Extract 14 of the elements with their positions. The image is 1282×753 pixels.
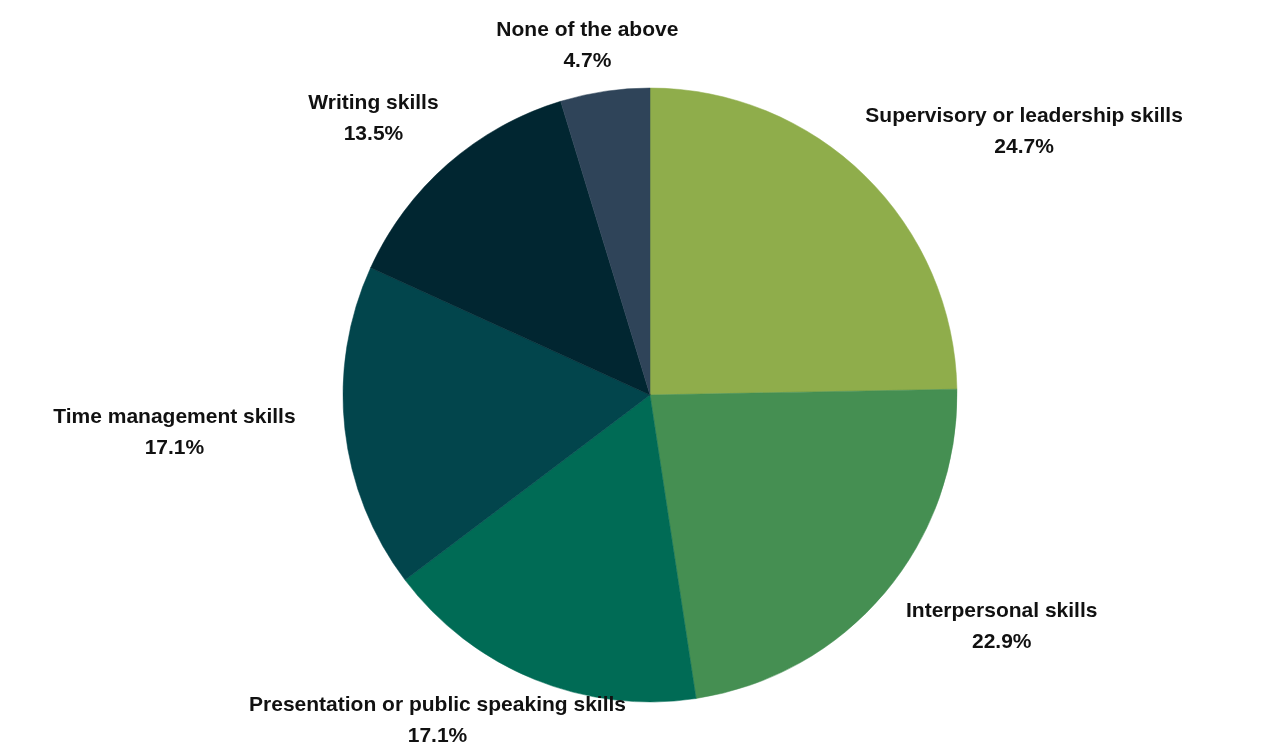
data-label: 13.5%: [343, 121, 404, 145]
slice-label: Presentation or public speaking skills: [249, 692, 626, 716]
data-label: 22.9%: [971, 629, 1032, 653]
data-label: 24.7%: [994, 134, 1055, 158]
slice-label: Writing skills: [308, 90, 439, 114]
slice-label: Time management skills: [53, 403, 296, 427]
pie-slice: [560, 87, 651, 396]
data-label: 17.1%: [144, 434, 205, 458]
slice-label: Supervisory or leadership skills: [865, 103, 1183, 127]
slice-label: None of the above: [496, 16, 679, 40]
pie-slice: [343, 267, 651, 581]
data-label: 17.1%: [407, 723, 468, 747]
data-label: 4.7%: [563, 47, 612, 71]
slice-label: Interpersonal skills: [906, 598, 1098, 622]
